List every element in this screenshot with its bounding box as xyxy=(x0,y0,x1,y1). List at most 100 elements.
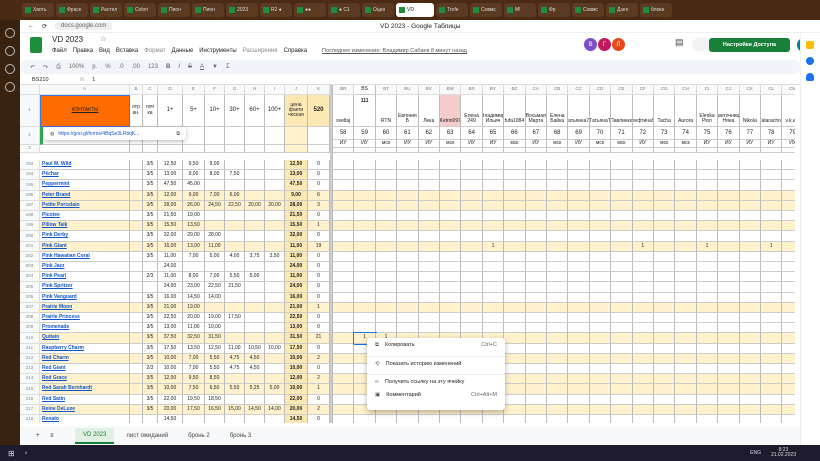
row-header[interactable]: 215 xyxy=(20,384,40,395)
empty-cell[interactable] xyxy=(568,148,590,153)
order-cell[interactable] xyxy=(568,292,590,303)
order-cell[interactable] xyxy=(739,364,761,375)
order-cell[interactable] xyxy=(333,302,355,313)
quantity-cell[interactable]: 2 xyxy=(308,374,330,385)
order-cell[interactable] xyxy=(375,292,398,303)
order-cell[interactable] xyxy=(632,272,654,283)
actual-price-cell[interactable]: 24,00 xyxy=(285,262,308,273)
price-cell[interactable]: 22,50 xyxy=(158,313,183,324)
order-cell[interactable] xyxy=(418,262,440,273)
cell-c[interactable] xyxy=(143,282,158,293)
order-cell[interactable] xyxy=(782,241,795,252)
price-cell[interactable]: 17,50 xyxy=(225,313,245,324)
clock-time[interactable]: 8:23 xyxy=(778,446,789,453)
order-cell[interactable] xyxy=(333,221,355,232)
price-cell[interactable]: 5,50 xyxy=(205,353,225,364)
order-cell[interactable] xyxy=(782,282,795,293)
order-cell[interactable] xyxy=(461,282,483,293)
order-cell[interactable] xyxy=(482,190,505,201)
sheet-tab[interactable]: VD 2023 xyxy=(75,427,115,444)
row-header[interactable]: 195 xyxy=(20,180,40,191)
order-cell[interactable] xyxy=(568,384,590,395)
order-cell[interactable] xyxy=(782,353,795,364)
price-cell[interactable] xyxy=(245,282,265,293)
order-cell[interactable] xyxy=(333,190,355,201)
comments-icon[interactable]: ▤ xyxy=(675,37,684,47)
price-cell[interactable]: 12,50 xyxy=(158,160,183,171)
product-link[interactable]: Reine DeLuxe xyxy=(40,404,130,415)
product-link[interactable]: Picotee xyxy=(40,211,130,222)
quantity-cell[interactable]: 0 xyxy=(308,262,330,273)
filter-icon[interactable]: ▼ xyxy=(212,64,218,70)
order-cell[interactable] xyxy=(354,241,376,252)
order-cell[interactable] xyxy=(654,394,676,405)
empty-cell[interactable] xyxy=(611,148,633,153)
order-cell[interactable] xyxy=(354,323,376,334)
order-cell[interactable] xyxy=(611,384,633,395)
cell-c[interactable]: 3/5 xyxy=(143,241,158,252)
order-cell[interactable] xyxy=(782,333,795,344)
price-cell[interactable]: 3,75 xyxy=(245,251,265,262)
column-header[interactable]: J xyxy=(285,85,308,95)
menu-item[interactable]: Вид xyxy=(99,48,110,54)
order-cell[interactable] xyxy=(782,395,795,405)
order-cell[interactable] xyxy=(461,221,483,232)
order-cell[interactable] xyxy=(632,364,654,375)
order-cell[interactable] xyxy=(568,353,590,364)
order-cell[interactable] xyxy=(611,292,633,303)
order-cell[interactable] xyxy=(589,302,612,313)
order-cell[interactable] xyxy=(440,313,462,324)
empty-cell[interactable] xyxy=(205,127,225,145)
price-cell[interactable]: 14,50 xyxy=(158,415,183,423)
row-header[interactable]: 213 xyxy=(20,364,40,375)
order-cell[interactable] xyxy=(397,170,419,181)
order-cell[interactable] xyxy=(718,190,740,201)
order-cell[interactable] xyxy=(418,282,440,293)
order-cell[interactable] xyxy=(504,251,526,262)
order-cell[interactable] xyxy=(611,272,633,283)
order-cell[interactable] xyxy=(675,221,697,232)
actual-price-cell[interactable]: 31,50 xyxy=(285,333,308,344)
price-cell[interactable] xyxy=(225,292,245,303)
order-cell[interactable] xyxy=(525,272,547,283)
cell-c[interactable]: 3/5 xyxy=(143,160,158,171)
order-cell[interactable] xyxy=(397,200,419,211)
order-cell[interactable] xyxy=(397,211,419,222)
sum-icon[interactable]: Σ xyxy=(225,64,230,70)
order-cell[interactable] xyxy=(525,170,547,181)
order-cell[interactable] xyxy=(696,262,719,273)
order-cell[interactable] xyxy=(547,384,569,395)
price-cell[interactable]: 13,00 xyxy=(158,170,183,181)
cell-b[interactable] xyxy=(130,353,143,364)
order-cell[interactable] xyxy=(461,200,483,211)
cell-b[interactable] xyxy=(130,302,143,313)
price-cell[interactable] xyxy=(265,221,285,232)
order-cell[interactable] xyxy=(654,323,676,334)
row-header[interactable]: 214 xyxy=(20,374,40,385)
order-cell[interactable] xyxy=(525,404,547,415)
collaborator-avatar[interactable]: Л xyxy=(612,38,625,51)
order-cell[interactable] xyxy=(739,374,761,385)
order-cell[interactable] xyxy=(611,353,633,364)
column-header[interactable]: CD xyxy=(589,85,612,95)
sheets-logo-icon[interactable] xyxy=(30,37,42,53)
browser-tab[interactable]: М! xyxy=(504,3,536,17)
row-header[interactable]: 217 xyxy=(20,404,40,415)
order-cell[interactable] xyxy=(568,221,590,232)
star-icon[interactable]: ☆ xyxy=(100,36,107,43)
product-link[interactable]: Pink Derby xyxy=(40,231,130,242)
empty-cell[interactable] xyxy=(547,148,569,153)
price-cell[interactable] xyxy=(265,374,285,385)
price-cell[interactable]: 13,50 xyxy=(183,221,205,232)
order-cell[interactable] xyxy=(333,170,355,181)
order-cell[interactable] xyxy=(440,160,462,171)
order-cell[interactable] xyxy=(696,231,719,242)
order-cell[interactable] xyxy=(525,323,547,334)
row-header[interactable]: 211 xyxy=(20,343,40,354)
order-cell[interactable] xyxy=(504,200,526,211)
order-cell[interactable] xyxy=(611,190,633,201)
language-indicator[interactable]: ENG xyxy=(750,450,761,456)
order-cell[interactable] xyxy=(632,292,654,303)
order-cell[interactable] xyxy=(354,200,376,211)
clock-date[interactable]: 21.02.2023 xyxy=(770,452,796,458)
